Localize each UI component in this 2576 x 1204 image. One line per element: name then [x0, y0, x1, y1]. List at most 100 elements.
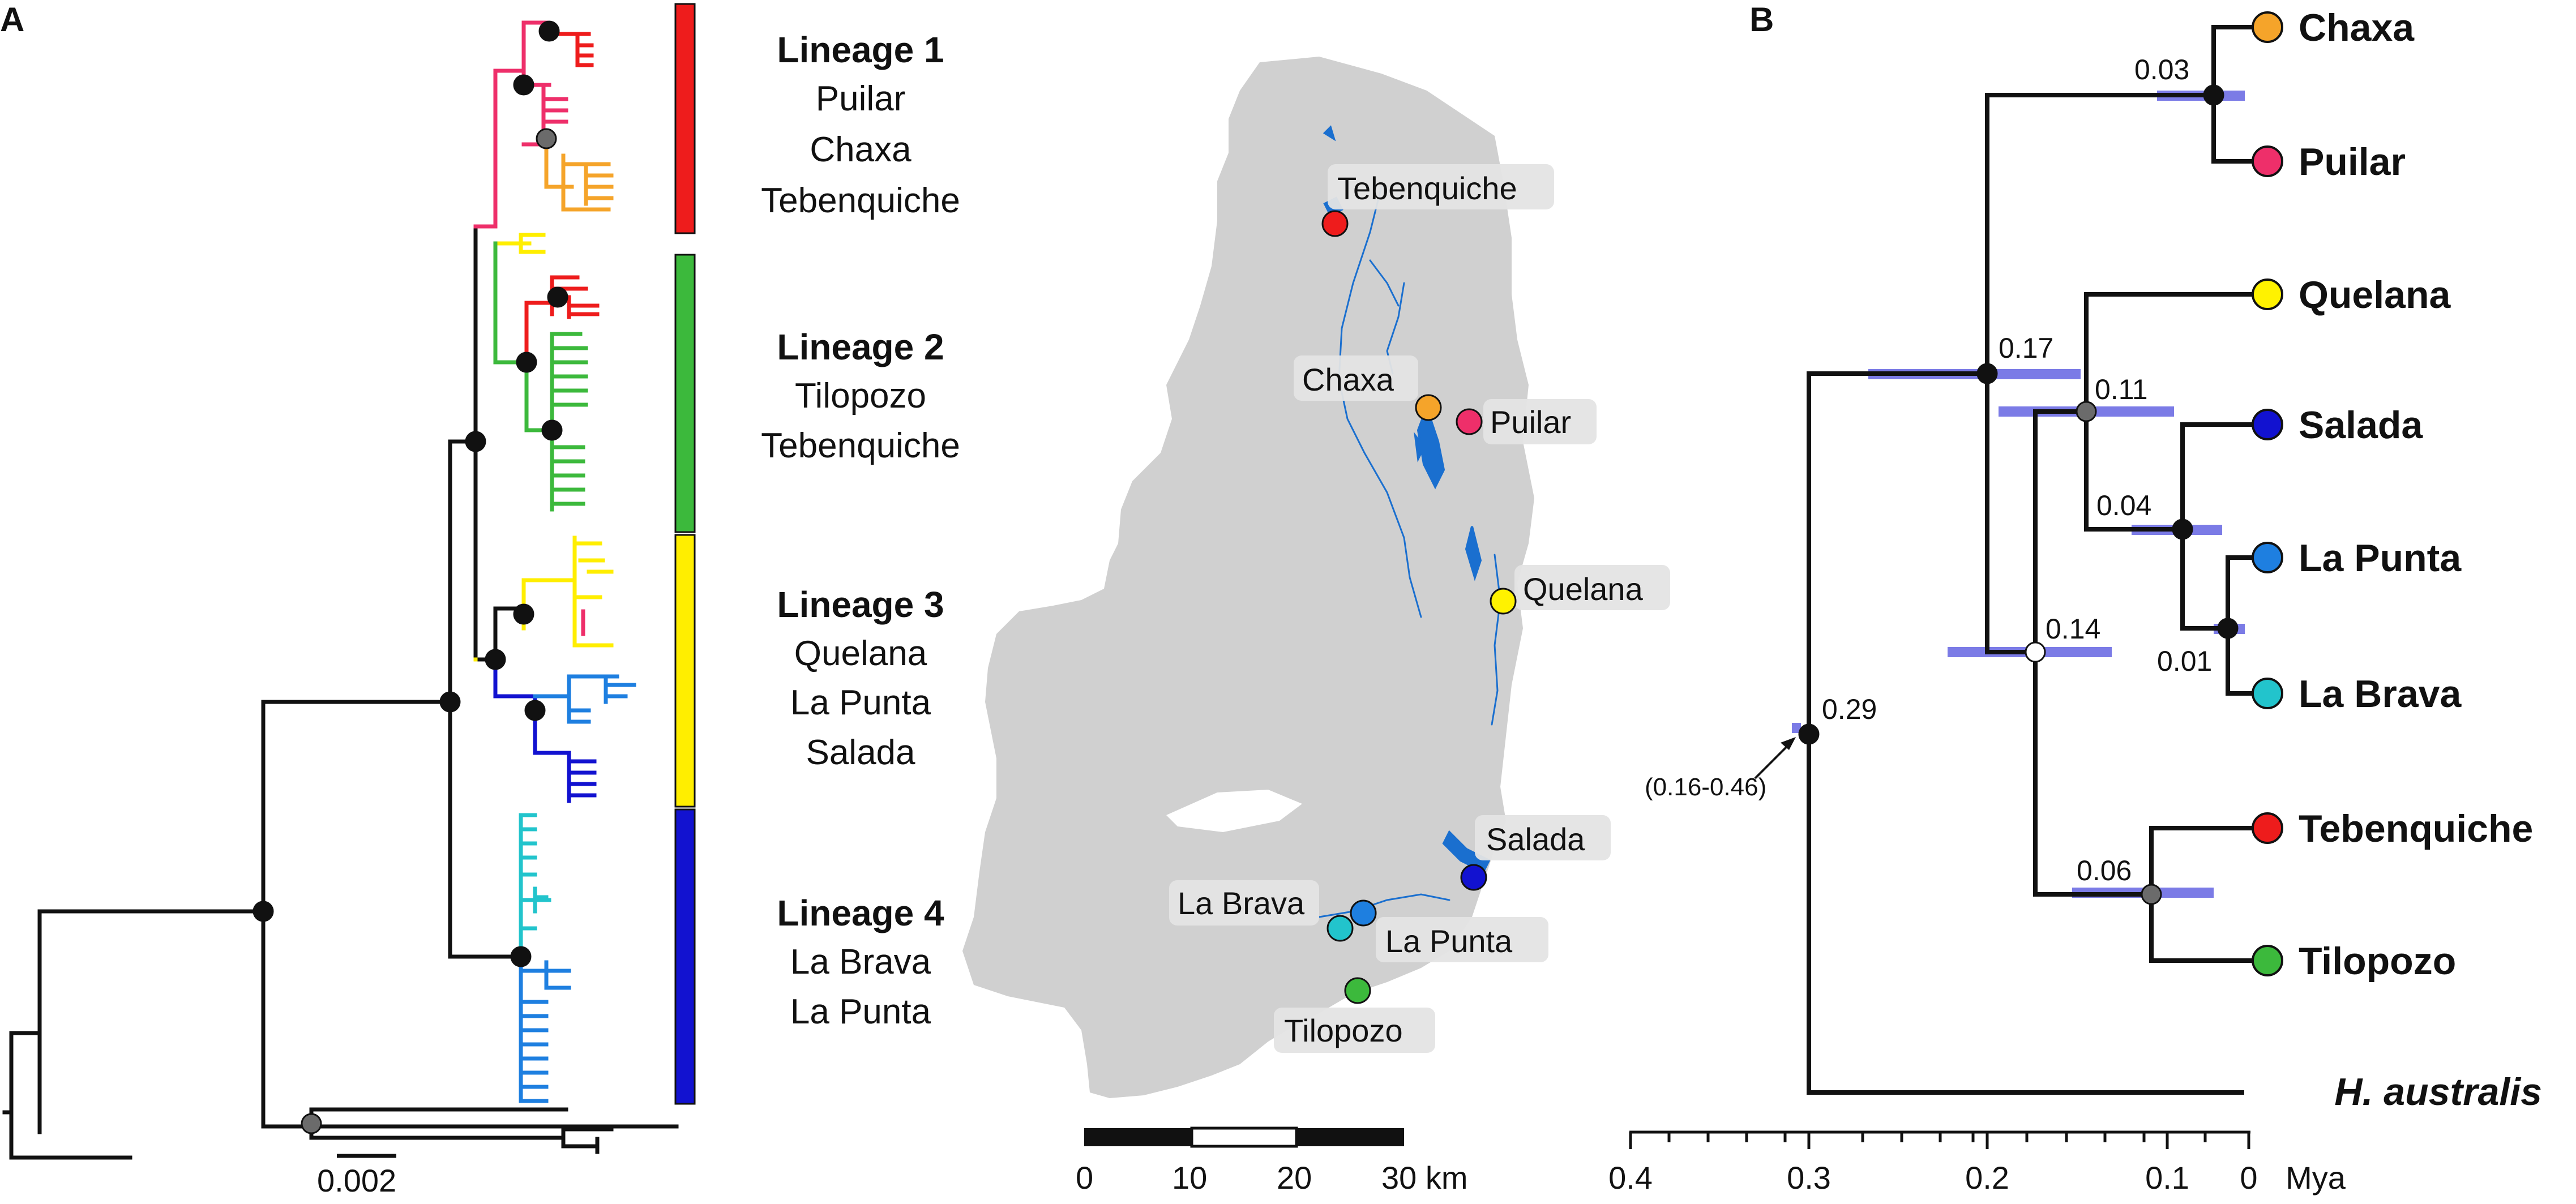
tip-marker: [2252, 542, 2283, 573]
map-site-salada: Salada: [1460, 815, 1611, 891]
lineage-3-site: Quelana: [794, 634, 927, 673]
map-site-label: La Punta: [1385, 923, 1513, 959]
lineage-4-site: La Punta: [790, 992, 931, 1031]
map-site-marker: [1460, 864, 1487, 891]
salar-land-shape: [962, 57, 1534, 1098]
map-site-chaxa: Chaxa: [1294, 355, 1442, 421]
node-age: 0.03: [2134, 54, 2189, 85]
lineage-3-site: Salada: [806, 733, 915, 772]
node-dot: [538, 20, 560, 42]
tip-marker: [2252, 409, 2283, 440]
map-site-label: Tebenquiche: [1337, 170, 1517, 206]
map-site-label: Puilar: [1490, 404, 1571, 440]
tip-label: Tilopozo: [2299, 940, 2456, 983]
lineage-2-site: Tilopozo: [795, 376, 926, 415]
tree-a-nodes: [253, 20, 568, 1134]
map-site-label: Quelana: [1523, 571, 1644, 607]
node-dot: [1798, 723, 1820, 745]
node-dot: [513, 603, 534, 625]
tip-marker: [2252, 812, 2283, 844]
tree-scale-label: 0.002: [317, 1163, 396, 1198]
map-scale-tick: 0: [1076, 1160, 1093, 1196]
map-site-tilopozo: Tilopozo: [1274, 977, 1435, 1053]
map-site-label: Salada: [1486, 821, 1585, 857]
lineage-3-site: La Punta: [790, 683, 931, 722]
tip-label: La Brava: [2299, 672, 2462, 715]
map-site-puilar: Puilar: [1456, 399, 1597, 444]
lineage-bar-2: [674, 254, 696, 533]
node-dot: [541, 419, 563, 441]
node-age: 0.11: [2095, 374, 2148, 405]
node-dot: [2217, 618, 2239, 639]
tip-label: Puilar: [2299, 140, 2406, 183]
map-site-marker: [1321, 210, 1349, 237]
salar-map: Tebenquiche Chaxa Puilar Quelana Salada …: [962, 57, 1670, 1196]
map-site-label: La Brava: [1178, 885, 1305, 921]
hpd-interval-bars: [1792, 91, 2245, 898]
node-dot: [2025, 641, 2046, 663]
node-dot: [1976, 363, 1998, 384]
node-dot: [536, 128, 557, 149]
map-scale-tick: 30 km: [1381, 1160, 1468, 1196]
lineage-bar-1: [674, 3, 696, 234]
panel-a-letter: A: [0, 1, 24, 38]
node-age-labels: 0.29 0.17 0.11 0.14 0.03 0.04 0.01 0.06 …: [1645, 54, 2212, 886]
lineage-1-site: Chaxa: [810, 130, 912, 169]
node-dot: [2203, 84, 2224, 106]
node-dot: [2172, 519, 2193, 540]
lineage-1-site: Puilar: [816, 79, 906, 118]
node-dot: [485, 649, 506, 670]
tip-marker: [2252, 678, 2283, 709]
map-site-quelana: Quelana: [1490, 565, 1670, 615]
tip-marker: [2252, 11, 2283, 43]
tip-marker: [2252, 278, 2283, 310]
lineage-4-title: Lineage 4: [777, 893, 944, 933]
time-axis: [1629, 1130, 2250, 1149]
arrow-head-icon: [1781, 737, 1796, 750]
node-age: 0.04: [2096, 490, 2151, 521]
node-age: 0.29: [1822, 693, 1877, 725]
map-site-la-punta: La Punta: [1350, 899, 1548, 962]
phylogeny-tree-a: [2, 20, 679, 1160]
axis-tick-label: 0.3: [1787, 1160, 1831, 1196]
map-scale-tick: 20: [1277, 1160, 1312, 1196]
lagoon-water: [1318, 125, 1501, 918]
node-dot: [301, 1113, 322, 1134]
map-scale-bar: 0 10 20 30 km: [1076, 1126, 1468, 1196]
lineage-bar-3: [674, 534, 696, 808]
tip-label: Quelana: [2299, 273, 2451, 316]
node-dot: [465, 431, 486, 452]
tip-label: Tebenquiche: [2299, 807, 2533, 850]
node-dot: [513, 74, 534, 96]
map-scale-tick: 10: [1172, 1160, 1207, 1196]
tip-label: La Punta: [2299, 537, 2462, 580]
axis-tick-label: 0.4: [1608, 1160, 1653, 1196]
node-age: 0.06: [2077, 855, 2132, 886]
lineage-2-title: Lineage 2: [777, 327, 944, 367]
node-dot: [253, 901, 274, 922]
lineage-bar-4: [674, 808, 696, 1105]
map-site-marker: [1350, 899, 1377, 927]
outgroup-label: H. australis: [2334, 1070, 2542, 1113]
node-age: 0.17: [1999, 332, 2053, 364]
lineage-3-title: Lineage 3: [777, 584, 944, 625]
lineage-2-site: Tebenquiche: [761, 426, 960, 465]
node-age: 0.01: [2157, 645, 2212, 677]
map-site-marker: [1415, 394, 1442, 421]
tip-labels: Chaxa Puilar Quelana Salada La Punta La …: [2252, 6, 2542, 1113]
lineage-1-site: Tebenquiche: [761, 181, 960, 220]
node-dot: [439, 691, 461, 713]
tip-label: Salada: [2299, 404, 2423, 447]
node-dot: [2076, 401, 2097, 422]
tip-label: Chaxa: [2299, 6, 2415, 49]
map-site-marker: [1326, 915, 1354, 942]
node-dot: [510, 946, 532, 967]
root-interval-arrow: [1754, 740, 1793, 779]
time-axis-labels: 0.4 0.3 0.2 0.1 0 Mya: [1608, 1160, 2346, 1196]
node-dot: [547, 286, 568, 308]
map-site-marker: [1344, 977, 1371, 1004]
axis-tick-label: 0.2: [1965, 1160, 2009, 1196]
axis-unit-label: Mya: [2286, 1160, 2346, 1196]
map-site-marker: [1490, 588, 1517, 615]
axis-tick-label: 0: [2240, 1160, 2257, 1196]
